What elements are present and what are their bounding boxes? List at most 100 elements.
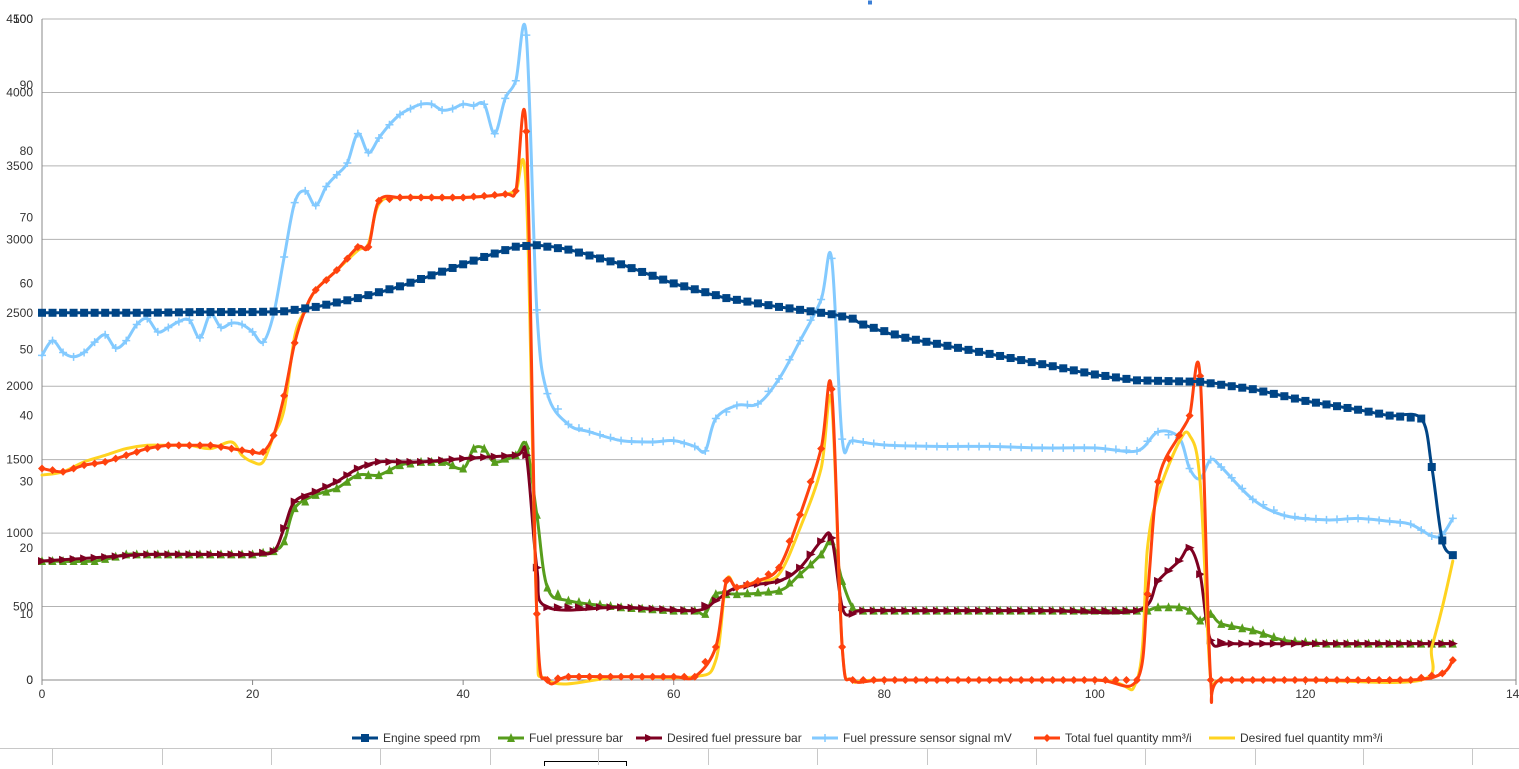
data-point-marker (848, 609, 858, 618)
data-point-marker (722, 576, 731, 585)
data-point-marker (1122, 374, 1131, 383)
data-point-marker (953, 606, 963, 615)
legend: Engine speed rpm Fuel pressure bar Desired… (352, 731, 1383, 745)
data-point-marker (543, 242, 552, 251)
data-point-marker (817, 444, 826, 453)
data-point-marker (1175, 557, 1185, 566)
data-point-marker (953, 343, 962, 352)
data-point-marker (1185, 605, 1194, 615)
data-point-marker (469, 256, 478, 265)
data-point-marker (1375, 516, 1384, 525)
data-point-marker (753, 587, 762, 597)
data-point-marker (1217, 637, 1227, 646)
data-point-marker (669, 605, 679, 614)
data-point-marker (606, 433, 615, 442)
data-point-marker (1248, 495, 1257, 504)
data-point-marker (290, 338, 299, 347)
data-point-marker (507, 733, 515, 742)
data-point-marker (406, 193, 415, 202)
data-point-marker (311, 487, 321, 496)
series-2 (38, 445, 1458, 648)
y-secondary-tick-label: 90 (20, 78, 34, 92)
data-point-marker (101, 553, 111, 562)
data-point-marker (669, 279, 678, 288)
data-point-marker (1090, 443, 1099, 452)
data-point-marker (627, 672, 636, 681)
data-point-marker (122, 551, 132, 560)
data-point-marker (953, 442, 962, 451)
data-point-marker (153, 550, 163, 559)
data-point-marker (259, 307, 268, 316)
data-point-marker (427, 100, 436, 109)
data-point-marker (775, 563, 783, 572)
data-point-marker (353, 129, 362, 138)
data-point-marker (775, 302, 783, 311)
data-point-marker (785, 304, 794, 313)
data-point-marker (1059, 676, 1068, 684)
data-point-marker (490, 129, 499, 138)
data-point-marker (743, 400, 752, 409)
data-point-marker (922, 337, 931, 346)
data-point-marker (364, 470, 373, 480)
data-point-marker (890, 676, 899, 684)
data-point-marker (1080, 676, 1089, 684)
data-point-marker (1196, 615, 1205, 625)
data-point-marker (1027, 676, 1036, 684)
data-point-marker (1132, 376, 1141, 385)
data-point-marker (806, 559, 815, 569)
data-point-marker (459, 100, 468, 109)
data-point-marker (427, 271, 436, 280)
data-point-marker (532, 305, 541, 314)
data-point-marker (80, 461, 89, 470)
y-secondary-tick-label: 40 (20, 409, 34, 423)
data-point-marker (269, 431, 278, 440)
data-point-marker (764, 570, 773, 579)
data-point-marker (1196, 570, 1206, 579)
data-point-marker (869, 606, 879, 615)
data-point-marker (290, 305, 299, 314)
data-point-marker (638, 672, 647, 681)
data-point-marker (585, 427, 594, 436)
legend-label: Fuel pressure sensor signal mV (843, 731, 1012, 745)
data-point-marker (1417, 639, 1427, 648)
data-point-marker (80, 308, 89, 317)
data-point-marker (869, 676, 878, 684)
data-point-marker (448, 193, 457, 202)
data-point-marker (1111, 676, 1120, 684)
data-point-marker (374, 196, 383, 205)
x-tick-label: 140 (1506, 687, 1519, 701)
data-point-marker (248, 447, 257, 456)
data-point-marker (1406, 413, 1415, 422)
data-point-marker (195, 550, 205, 559)
data-point-marker (659, 275, 668, 284)
data-point-marker (69, 308, 78, 317)
data-point-marker (322, 300, 331, 309)
data-point-marker (1406, 639, 1416, 648)
data-point-marker (821, 734, 829, 742)
data-point-marker (1333, 676, 1342, 684)
data-point-marker (596, 672, 605, 681)
data-point-marker (480, 252, 489, 261)
data-point-marker (195, 441, 204, 450)
data-point-marker (1069, 676, 1078, 684)
data-point-marker (1322, 400, 1331, 409)
data-point-marker (248, 308, 257, 317)
data-point-marker (617, 672, 626, 681)
data-point-marker (732, 295, 741, 304)
data-point-marker (859, 320, 868, 329)
data-point-marker (711, 596, 721, 605)
data-point-marker (701, 446, 710, 455)
data-point-marker (448, 455, 458, 464)
data-point-marker (1280, 511, 1289, 520)
data-point-marker (227, 308, 236, 317)
data-point-marker (1375, 409, 1384, 418)
data-point-marker (1333, 515, 1342, 524)
data-point-marker (543, 582, 552, 592)
data-point-marker (280, 252, 289, 261)
data-point-marker (1259, 639, 1269, 648)
data-point-marker (606, 672, 615, 681)
data-point-marker (785, 570, 795, 579)
column-divider (490, 749, 491, 765)
data-point-marker (606, 603, 616, 612)
resize-handle[interactable] (867, 0, 873, 6)
